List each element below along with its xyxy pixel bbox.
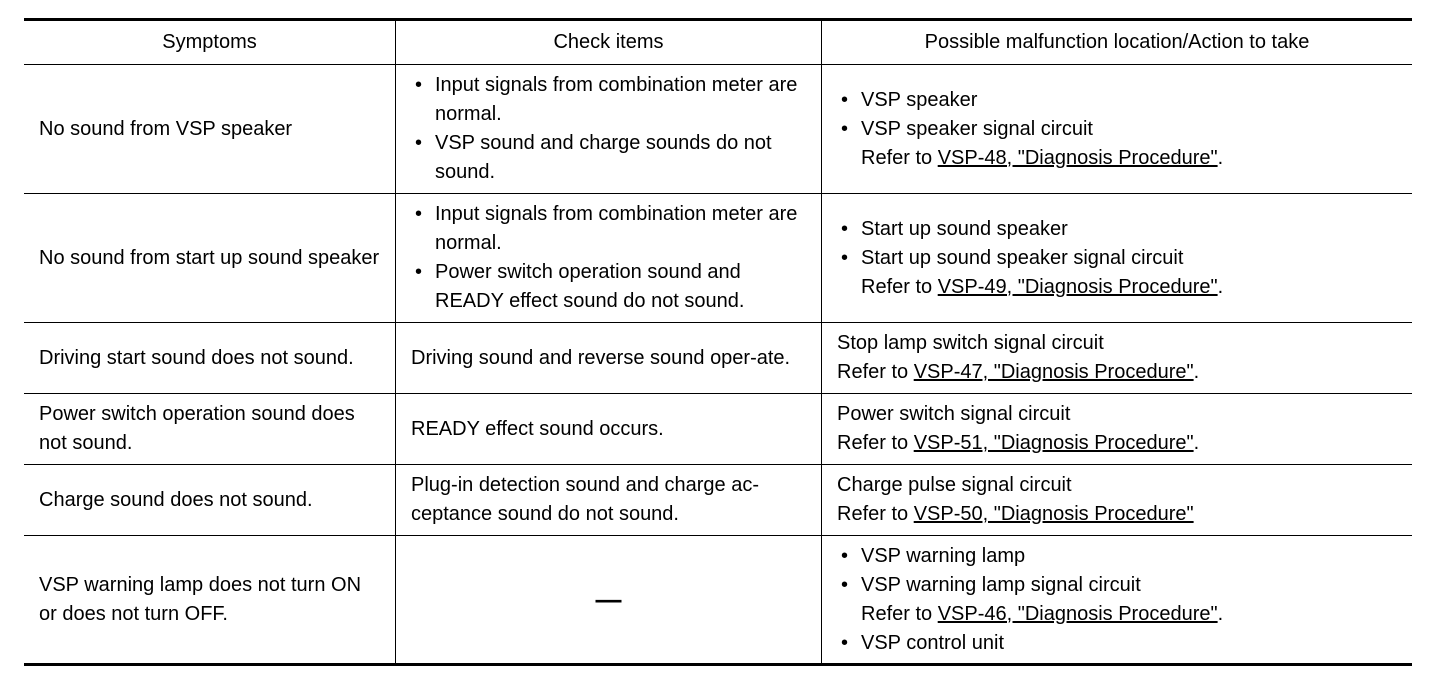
- header-action: Possible malfunction location/Action to …: [821, 18, 1412, 65]
- reference-link[interactable]: VSP-51, "Diagnosis Procedure": [913, 432, 1194, 454]
- action-cell: Start up sound speaker Start up sound sp…: [821, 193, 1412, 323]
- reference-link[interactable]: VSP-49, "Diagnosis Procedure": [937, 275, 1218, 298]
- ref-suffix: .: [1193, 432, 1200, 454]
- symptom-cell: Power switch operation sound does not so…: [24, 393, 396, 465]
- symptom-cell: No sound from VSP speaker: [24, 64, 396, 194]
- ref-suffix: .: [1217, 602, 1224, 625]
- check-cell: —: [395, 535, 822, 666]
- diagnosis-table: Symptoms Check items Possible malfunctio…: [24, 18, 1412, 666]
- ref-prefix: Refer to: [837, 432, 914, 454]
- table-row: Charge sound does not sound. Plug-in det…: [24, 464, 1412, 536]
- action-item: VSP speaker signal circuit: [837, 115, 1397, 144]
- action-item: Stop lamp switch signal circuit: [837, 332, 1104, 354]
- check-cell: Plug-in detection sound and charge ac-ce…: [395, 464, 822, 536]
- ref-suffix: .: [1217, 146, 1224, 169]
- check-cell: Driving sound and reverse sound oper-ate…: [395, 322, 822, 394]
- table-row: Power switch operation sound does not so…: [24, 393, 1412, 465]
- ref-suffix: .: [1217, 275, 1224, 298]
- ref-prefix: Refer to: [861, 275, 938, 298]
- symptom-cell: Charge sound does not sound.: [24, 464, 396, 536]
- action-item: Charge pulse signal circuit: [837, 474, 1072, 496]
- symptom-cell: No sound from start up sound speaker: [24, 193, 396, 323]
- reference: Refer to VSP-50, "Diagnosis Procedure": [837, 500, 1397, 529]
- reference: Refer to VSP-48, "Diagnosis Procedure".: [837, 144, 1397, 173]
- action-cell: Charge pulse signal circuit Refer to VSP…: [821, 464, 1412, 536]
- check-item: Input signals from combination meter are…: [411, 200, 806, 258]
- table-row: VSP warning lamp does not turn ON or doe…: [24, 535, 1412, 666]
- table-row: No sound from VSP speaker Input signals …: [24, 64, 1412, 194]
- reference-link[interactable]: VSP-46, "Diagnosis Procedure": [937, 602, 1218, 625]
- ref-prefix: Refer to: [861, 146, 938, 169]
- check-item: Input signals from combination meter are…: [411, 71, 806, 129]
- action-item: VSP control unit: [837, 629, 1397, 658]
- table-row: Driving start sound does not sound. Driv…: [24, 322, 1412, 394]
- symptom-cell: Driving start sound does not sound.: [24, 322, 396, 394]
- action-cell: VSP speaker VSP speaker signal circuit R…: [821, 64, 1412, 194]
- check-cell: Input signals from combination meter are…: [395, 64, 822, 194]
- action-cell: VSP warning lamp VSP warning lamp signal…: [821, 535, 1412, 666]
- action-item: VSP warning lamp: [837, 542, 1397, 571]
- action-item: Start up sound speaker: [837, 215, 1397, 244]
- symptom-cell: VSP warning lamp does not turn ON or doe…: [24, 535, 396, 666]
- reference: Refer to VSP-51, "Diagnosis Procedure".: [837, 429, 1397, 458]
- action-item: VSP speaker: [837, 86, 1397, 115]
- action-item: VSP warning lamp signal circuit: [837, 571, 1397, 600]
- table-header-row: Symptoms Check items Possible malfunctio…: [24, 18, 1412, 65]
- header-check-items: Check items: [395, 18, 822, 65]
- ref-prefix: Refer to: [837, 361, 914, 383]
- reference: Refer to VSP-49, "Diagnosis Procedure".: [837, 273, 1397, 302]
- check-item: Power switch operation sound and READY e…: [411, 258, 806, 316]
- reference: Refer to VSP-46, "Diagnosis Procedure".: [837, 600, 1397, 629]
- ref-prefix: Refer to: [837, 503, 914, 525]
- header-symptoms: Symptoms: [24, 18, 396, 65]
- action-cell: Power switch signal circuit Refer to VSP…: [821, 393, 1412, 465]
- action-cell: Stop lamp switch signal circuit Refer to…: [821, 322, 1412, 394]
- reference-link[interactable]: VSP-48, "Diagnosis Procedure": [937, 146, 1218, 169]
- reference: Refer to VSP-47, "Diagnosis Procedure".: [837, 358, 1397, 387]
- reference-link[interactable]: VSP-47, "Diagnosis Procedure": [913, 361, 1194, 383]
- action-item: Power switch signal circuit: [837, 403, 1071, 425]
- action-item: Start up sound speaker signal circuit: [837, 244, 1397, 273]
- reference-link[interactable]: VSP-50, "Diagnosis Procedure": [913, 503, 1194, 525]
- check-cell: READY effect sound occurs.: [395, 393, 822, 465]
- check-item: VSP sound and charge sounds do not sound…: [411, 129, 806, 187]
- check-cell: Input signals from combination meter are…: [395, 193, 822, 323]
- ref-prefix: Refer to: [861, 602, 938, 625]
- table-row: No sound from start up sound speaker Inp…: [24, 193, 1412, 323]
- ref-suffix: .: [1193, 361, 1200, 383]
